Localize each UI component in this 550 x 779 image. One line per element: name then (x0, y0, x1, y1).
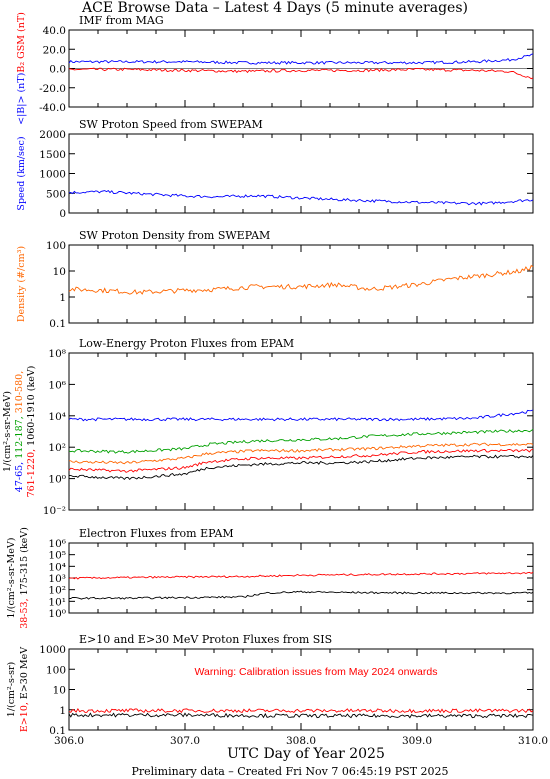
y-label-part: 1/(cm²-s-sr-MeV) (6, 538, 17, 619)
series-line-0 (68, 571, 534, 580)
y-tick-label: -20.0 (39, 83, 66, 95)
y-label-part: E>30 MeV (19, 647, 30, 699)
y-tick-label: 10⁰ (48, 608, 66, 620)
y-label-part: <|B|> (nT) (16, 73, 27, 125)
x-tick-label: 307.0 (170, 735, 200, 747)
series-line-0 (68, 53, 534, 65)
y-tick-label: 10³ (48, 573, 66, 585)
y-tick-label: 2000 (39, 129, 66, 141)
panel-5: E>10 and E>30 MeV Proton Fluxes from SIS… (6, 633, 548, 747)
y-axis-label: 1/(cm²-s-sr-MeV) (6, 538, 17, 619)
y-label-part: 38-53, (19, 595, 30, 628)
plot-frame (68, 133, 534, 214)
x-tick-label: 308.0 (286, 735, 316, 747)
y-tick-label: 100 (46, 664, 66, 676)
y-tick-label: 10² (48, 442, 66, 454)
panel-3: Low-Energy Proton Fluxes from EPAM 10⁻² 10… (2, 337, 534, 517)
y-label-part: Speed (km/sec) (16, 136, 27, 210)
y-label-part: 1060-1910 (keV) (26, 366, 37, 446)
x-tick-label: 309.0 (402, 735, 432, 747)
series-line-1 (68, 712, 534, 719)
panel-2: SW Proton Density from SWEPAM 0.1 1 10 100 De… (16, 229, 534, 330)
y-label-part: Density (#/cm³) (16, 246, 27, 322)
y-axis-label: Density (#/cm³) (16, 246, 27, 322)
panel-4: Electron Fluxes from EPAM 10⁰10¹10²10³10⁴… (6, 527, 534, 629)
y-tick-label: 10⁸ (48, 348, 66, 360)
y-axis-label-2: E>10, E>30 MeV (19, 647, 30, 732)
y-axis-label-2: 47-65, 112-187, 310-580, (14, 371, 25, 492)
y-label-part: 1/(cm²-s-sr) (6, 662, 17, 718)
y-axis-label: Speed (km/sec) (16, 136, 27, 210)
series-line-0 (68, 264, 534, 295)
y-tick-label: 10⁶ (48, 379, 66, 391)
y-tick-label: 1000 (39, 644, 66, 656)
y-axis-label: 1/(cm²-s-sr-MeV) (2, 391, 13, 472)
y-tick-label: 10⁴ (48, 411, 66, 423)
series-line-3 (68, 448, 534, 473)
y-axis-label: <|B|> (nT)B₂ GSM (nT) (16, 12, 27, 125)
panel-1: SW Proton Speed from SWEPAM 0 500 1000 1500 2… (16, 118, 534, 220)
y-tick-label: 10² (48, 585, 66, 597)
y-tick-label: 1000 (39, 169, 66, 181)
panel-title: E>10 and E>30 MeV Proton Fluxes from SIS (79, 633, 332, 646)
y-tick-label: 10⁰ (48, 474, 66, 486)
y-tick-label: 0.1 (49, 318, 66, 330)
y-tick-label: 1 (59, 705, 66, 717)
y-label-part: 310-580, (14, 371, 25, 414)
y-tick-label: 500 (46, 188, 66, 200)
x-tick-label: 310.0 (518, 735, 548, 747)
plot-frame (68, 648, 534, 731)
y-tick-label: 10 (53, 685, 66, 697)
series-line-0 (68, 190, 534, 206)
y-label-part: 175-315 (keV) (19, 527, 30, 595)
series-line-1 (68, 428, 534, 454)
y-tick-label: 0.0 (49, 64, 66, 76)
plot-frame (68, 244, 534, 324)
y-tick-label: 10⁻² (43, 505, 66, 517)
x-axis-label: UTC Day of Year 2025 (227, 746, 385, 762)
panel-title: IMF from MAG (79, 14, 164, 27)
y-tick-label: 40.0 (43, 25, 66, 37)
panel-title: Electron Fluxes from EPAM (79, 527, 234, 540)
y-tick-label: 1 (59, 292, 66, 304)
panel-0: IMF from MAG -40.0 -20.0 0.0 20.0 40.0 <|B|> (… (16, 12, 534, 125)
footer-note: Preliminary data – Created Fri Nov 7 06:… (131, 765, 448, 778)
y-label-part: 47-65, (14, 459, 25, 492)
y-label-part: 1/(cm²-s-sr-MeV) (2, 391, 13, 472)
series-line-0 (68, 409, 534, 422)
y-axis-label: 1/(cm²-s-sr) (6, 662, 17, 718)
y-tick-label: 0.1 (49, 725, 66, 737)
series-line-1 (69, 590, 534, 600)
y-tick-label: 0 (59, 208, 66, 220)
series-line-4 (68, 454, 534, 481)
y-tick-label: 100 (46, 240, 66, 252)
plot-frame (68, 542, 534, 614)
y-axis-label-3: 761-1220, 1060-1910 (keV) (26, 366, 37, 498)
y-tick-label: 10¹ (48, 596, 66, 608)
y-tick-label: -40.0 (39, 102, 66, 114)
y-axis-label-2: 38-53, 175-315 (keV) (19, 527, 30, 629)
y-label-part: 761-1220, (26, 446, 37, 498)
warning-annotation: Warning: Calibration issues from May 202… (195, 666, 438, 678)
y-tick-label: 10 (53, 266, 66, 278)
y-tick-label: 1500 (39, 149, 66, 161)
y-label-part: E>10, (19, 699, 30, 732)
panel-title: Low-Energy Proton Fluxes from EPAM (79, 337, 294, 350)
y-tick-label: 20.0 (43, 44, 66, 56)
y-tick-label: 10⁴ (48, 561, 66, 573)
y-label-part: B₂ GSM (nT) (16, 12, 27, 73)
y-tick-label: 10⁶ (48, 538, 66, 550)
y-tick-label: 10⁵ (48, 550, 66, 562)
panel-title: SW Proton Density from SWEPAM (79, 229, 270, 242)
series-line-2 (69, 442, 534, 465)
chart-title: ACE Browse Data – Latest 4 Days (5 minut… (81, 0, 468, 16)
y-label-part: 112-187, (14, 413, 25, 459)
series-line-1 (68, 67, 534, 80)
series-line-0 (68, 708, 534, 714)
panel-title: SW Proton Speed from SWEPAM (79, 118, 263, 131)
x-tick-label: 306.0 (54, 735, 84, 747)
